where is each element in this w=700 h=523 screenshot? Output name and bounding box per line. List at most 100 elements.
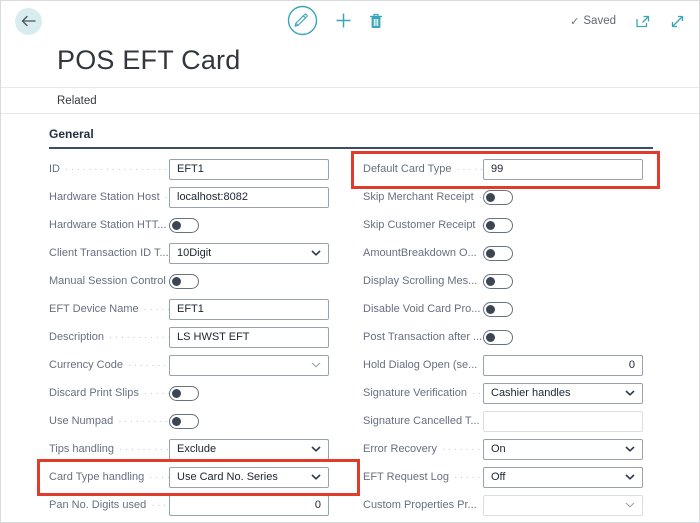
select-field[interactable]: Cashier handles (483, 382, 643, 404)
toggle-off[interactable] (169, 385, 199, 401)
general-form: ID Hardware Station Host Hardware Statio… (1, 149, 699, 522)
field-row: Currency Code (49, 354, 337, 376)
lookup-field[interactable] (483, 494, 643, 516)
field-row: Post Transaction after ... (363, 326, 651, 348)
chevron-down-icon (625, 502, 635, 508)
dotted-leader (160, 192, 169, 203)
field-label: EFT Device Name (49, 303, 139, 315)
toggle-off[interactable] (483, 273, 513, 289)
back-button[interactable] (15, 7, 42, 35)
dotted-leader (146, 500, 169, 511)
delete-button[interactable] (369, 13, 383, 29)
expand-button[interactable] (670, 14, 685, 29)
text-field[interactable] (169, 186, 329, 208)
pencil-icon (287, 5, 318, 36)
open-in-new-window-icon (636, 15, 650, 27)
dotted-leader (139, 388, 169, 399)
toggle-knob (172, 388, 181, 398)
dotted-leader (437, 444, 483, 455)
section-title[interactable]: General (49, 127, 94, 141)
field-row: EFT Request Log Off (363, 466, 651, 488)
dotted-leader (467, 388, 483, 399)
field-row: Custom Properties Pr... (363, 494, 651, 516)
dotted-leader (104, 332, 169, 343)
field-label: Use Numpad (49, 415, 114, 427)
field-label: Disable Void Card Pro... (363, 303, 481, 315)
number-field[interactable] (169, 494, 329, 516)
field-row: ID (49, 158, 337, 180)
plus-icon (336, 13, 351, 28)
field-label: Skip Customer Receipt (363, 219, 476, 231)
selected-value: Use Card No. Series (177, 471, 278, 483)
check-icon: ✓ (570, 15, 580, 28)
number-field[interactable] (483, 354, 643, 376)
field-row: Card Type handling Use Card No. Series (37, 459, 360, 496)
toggle-off[interactable] (483, 245, 513, 261)
field-label: Post Transaction after ... (363, 331, 483, 343)
field-label: Pan No. Digits used (49, 499, 147, 511)
toggle-off[interactable] (483, 217, 513, 233)
menubar: Related (1, 87, 699, 114)
text-field[interactable] (169, 158, 329, 180)
field-row: Display Scrolling Mes... (363, 270, 651, 292)
field-label: Error Recovery (363, 443, 437, 455)
toggle-off[interactable] (169, 273, 199, 289)
menu-item-related[interactable]: Related (57, 94, 97, 107)
toggle-knob (486, 248, 495, 258)
field-label: Skip Merchant Receipt (363, 191, 474, 203)
field-row: Skip Merchant Receipt (363, 186, 651, 208)
field-label: Manual Session Control (49, 275, 166, 287)
form-column-left: ID Hardware Station Host Hardware Statio… (37, 158, 360, 522)
field-label: ID (49, 163, 60, 175)
field-row: Default Card Type (351, 151, 660, 189)
select-field[interactable]: Use Card No. Series (169, 466, 329, 488)
toggle-off[interactable] (169, 217, 199, 233)
select-field[interactable]: Exclude (169, 438, 329, 460)
add-button[interactable] (336, 13, 351, 28)
field-label: Default Card Type (363, 163, 452, 175)
dotted-leader (449, 472, 483, 483)
dotted-leader (476, 220, 484, 231)
field-label: Signature Cancelled T... (363, 415, 480, 427)
field-row: Use Numpad (49, 410, 337, 432)
select-field[interactable]: Off (483, 466, 643, 488)
toggle-off[interactable] (483, 329, 513, 345)
field-row: AmountBreakdown O... (363, 242, 651, 264)
toggle-off[interactable] (169, 413, 199, 429)
dotted-leader (60, 164, 169, 175)
field-row: Client Transaction ID T... 10Digit (49, 242, 337, 264)
field-label: Description (49, 331, 105, 343)
selected-value: Off (491, 471, 506, 483)
text-field[interactable] (483, 410, 643, 432)
field-row: Hardware Station HTT... (49, 214, 337, 236)
dotted-leader (451, 164, 483, 175)
toggle-knob (172, 220, 181, 230)
toggle-knob (172, 276, 181, 286)
field-row: Error Recovery On (363, 438, 651, 460)
toggle-off[interactable] (483, 189, 513, 205)
popout-button[interactable] (636, 15, 650, 28)
text-field[interactable] (483, 158, 643, 180)
field-label: Card Type handling (49, 471, 145, 483)
field-label: Currency Code (49, 359, 123, 371)
top-action-bar: ✓ Saved (1, 1, 699, 41)
toggle-knob (172, 416, 181, 426)
dotted-leader (144, 472, 169, 483)
select-field[interactable]: 10Digit (169, 242, 329, 264)
field-label: Hardware Station Host (49, 191, 160, 203)
lookup-field[interactable] (169, 354, 329, 376)
saved-label: Saved (583, 15, 616, 27)
trash-icon (370, 13, 382, 28)
field-label: Custom Properties Pr... (363, 499, 477, 511)
field-label: Hardware Station HTT... (49, 219, 167, 231)
edit-button[interactable] (287, 5, 318, 36)
dotted-leader (474, 192, 483, 203)
chevron-down-icon (311, 446, 321, 452)
text-field[interactable] (169, 298, 329, 320)
toggle-off[interactable] (483, 301, 513, 317)
chevron-down-icon (625, 390, 635, 396)
field-row: Discard Print Slips (49, 382, 337, 404)
dotted-leader (123, 360, 169, 371)
text-field[interactable] (169, 326, 329, 348)
select-field[interactable]: On (483, 438, 643, 460)
